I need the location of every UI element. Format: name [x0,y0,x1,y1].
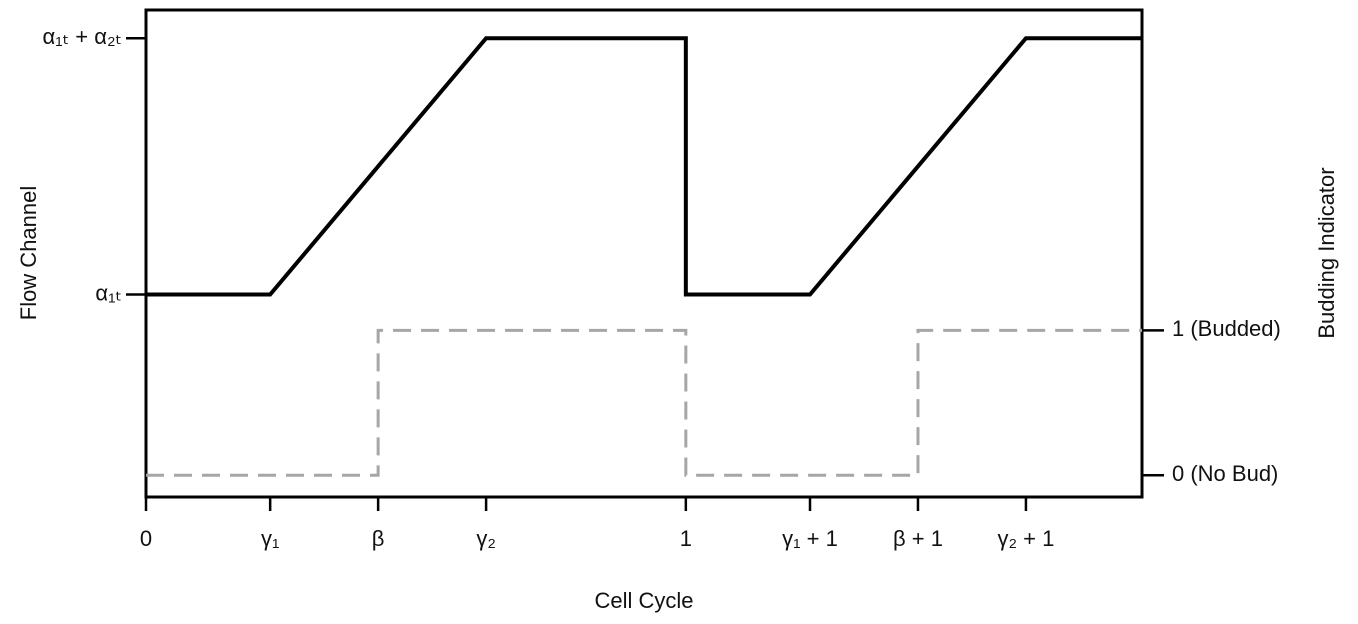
x-axis-label: Cell Cycle [594,588,693,613]
x-tick-label: 1 [680,526,692,551]
x-tick-label: γ₁ + 1 [782,526,838,551]
x-tick-label: γ₁ [261,526,279,551]
plot-frame [144,8,1144,499]
y2-tick-label: 1 (Budded) [1172,316,1281,341]
y2-axis-label: Budding Indicator [1314,167,1339,338]
dashed-line [146,328,1142,477]
x-tick-label: β [372,526,385,551]
x-tick-label: γ₂ [476,526,496,551]
y-axis-label: Flow Channel [16,186,41,321]
x-tick-label: γ₂ + 1 [998,526,1055,551]
x-tick-label: β + 1 [893,526,943,551]
y2-tick-label: 0 (No Bud) [1172,461,1278,486]
y-tick-label: α₁ₜ [95,280,122,305]
y-tick-label: α₁ₜ + α₂ₜ [43,24,122,49]
solid-line [146,36,1142,297]
x-tick-label: 0 [140,526,152,551]
